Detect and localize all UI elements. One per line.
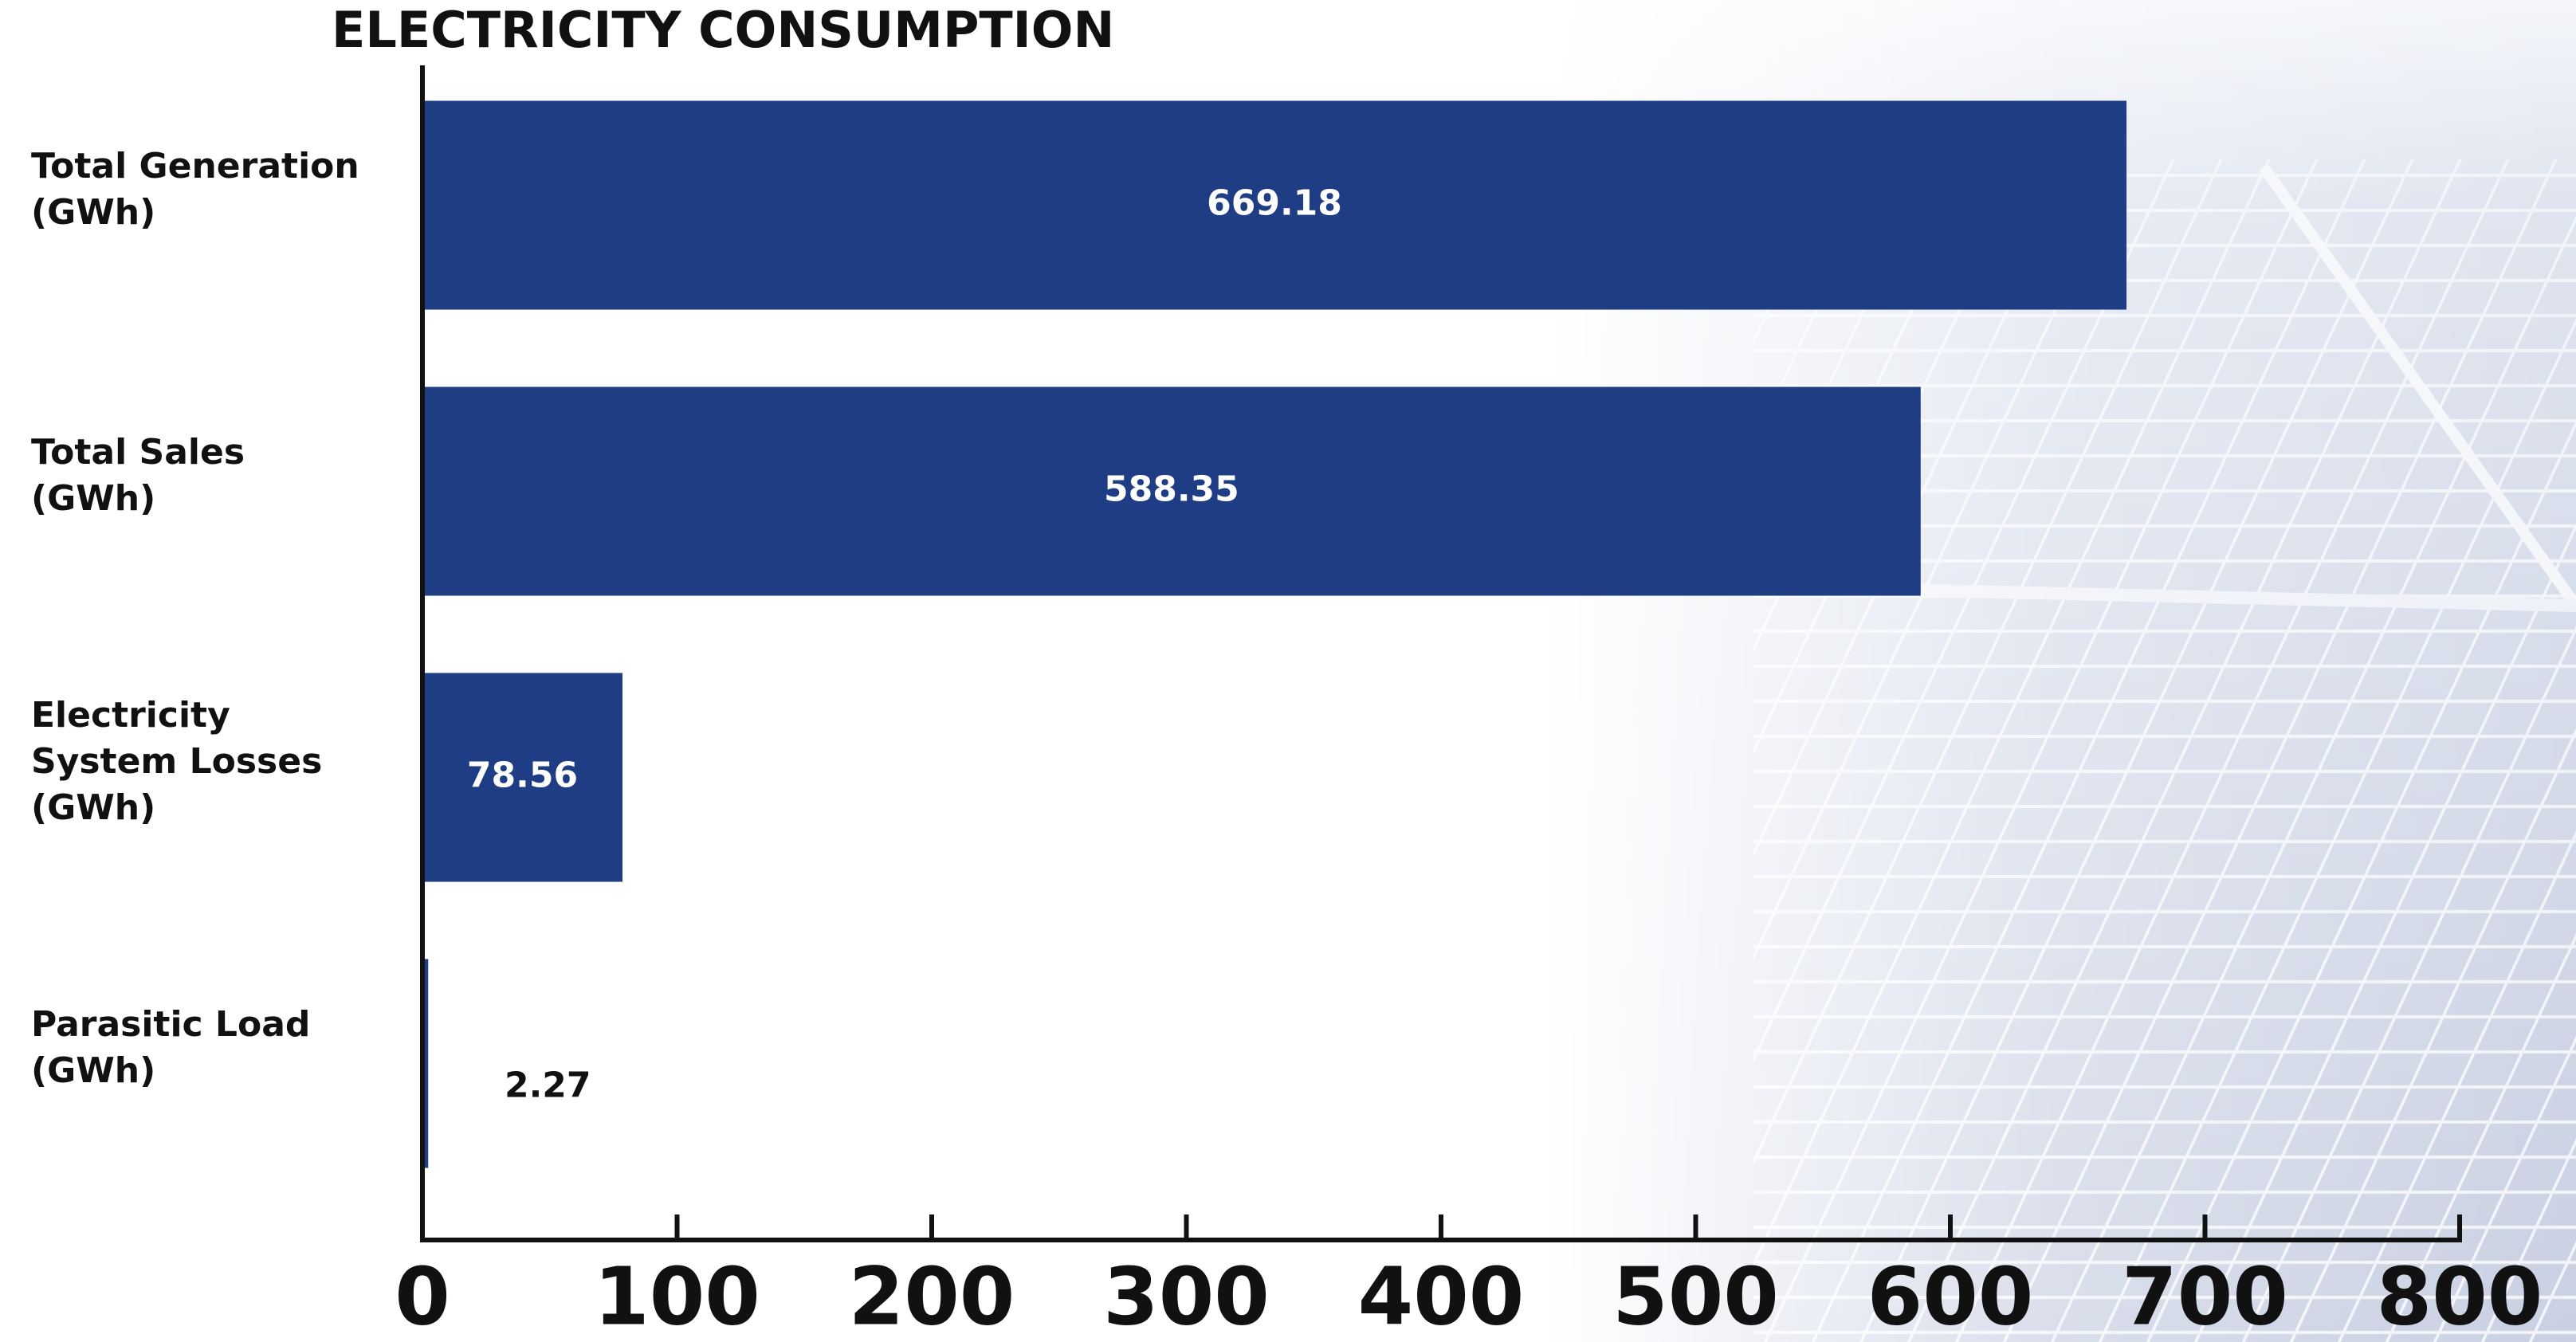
x-tick-label: 300 bbox=[1103, 1250, 1270, 1342]
category-label: Electricity System Losses (GWh) bbox=[31, 694, 323, 828]
bar bbox=[422, 387, 1921, 596]
x-tick-label: 100 bbox=[594, 1250, 760, 1342]
x-tick-label: 600 bbox=[1867, 1250, 2034, 1342]
x-tick-label: 800 bbox=[2377, 1250, 2543, 1342]
value-label: 669.18 bbox=[1207, 183, 1342, 224]
value-label: 78.56 bbox=[467, 755, 578, 796]
category-label: Total Generation (GWh) bbox=[31, 145, 359, 233]
x-tick-label: 200 bbox=[849, 1250, 1015, 1342]
bar bbox=[422, 100, 2127, 310]
category-label: Total Sales (GWh) bbox=[31, 431, 245, 519]
category-label: Parasitic Load (GWh) bbox=[31, 1003, 311, 1091]
x-tick-label: 700 bbox=[2122, 1250, 2288, 1342]
value-label: 588.35 bbox=[1104, 469, 1239, 510]
x-tick-label: 0 bbox=[395, 1250, 450, 1342]
x-tick-label: 400 bbox=[1358, 1250, 1525, 1342]
chart-title: ELECTRICITY CONSUMPTION bbox=[332, 1, 1114, 59]
x-tick-label: 500 bbox=[1612, 1250, 1779, 1342]
bar bbox=[422, 673, 622, 882]
bar bbox=[422, 959, 429, 1168]
value-label: 2.27 bbox=[505, 1065, 591, 1106]
